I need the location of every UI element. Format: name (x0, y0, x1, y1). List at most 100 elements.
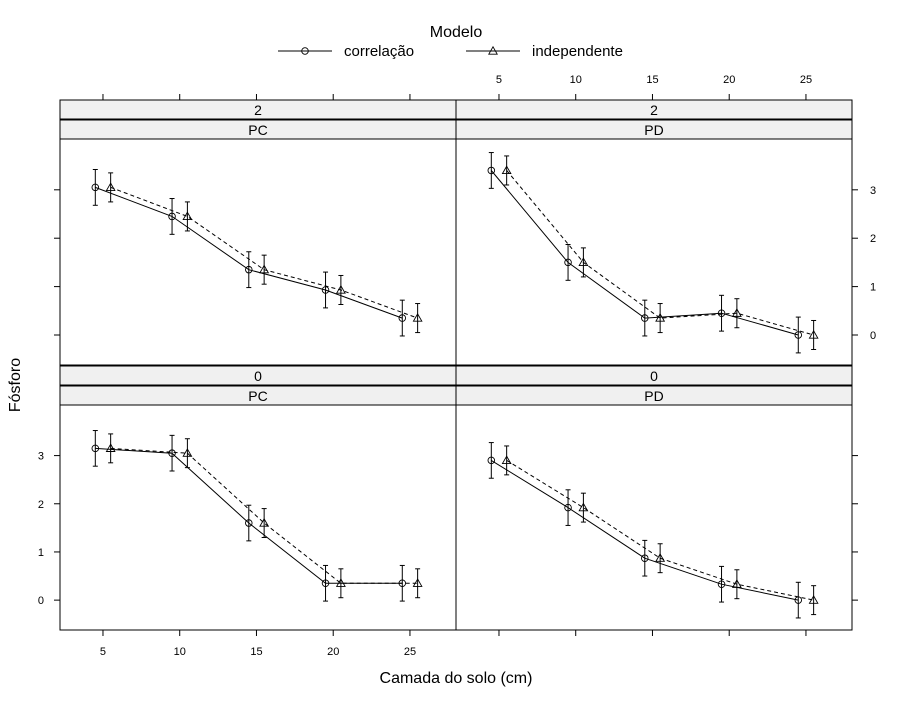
legend-title: Modelo (430, 24, 483, 41)
x-tick-label-top-0: 5 (496, 74, 502, 86)
data-point-bottom-right-1-4 (808, 595, 819, 604)
data-point-top-left-1-1 (182, 211, 193, 221)
series-bottom-left-1 (105, 433, 423, 599)
plot-frame-bottom-left (59, 404, 457, 631)
data-point-bottom-right-1-2 (655, 553, 666, 562)
data-point-bottom-left-0-3 (321, 579, 330, 588)
strip-bottom-label-top-left: PC (248, 122, 267, 138)
panels: 2 PC 2 PD 0 PC 0 PD (59, 99, 853, 631)
data-point-bottom-left-1-0 (105, 443, 116, 452)
data-point-top-right-0-3 (717, 309, 726, 317)
strip-top-label-top-right: 2 (650, 102, 658, 118)
legend: Modelo correlação independente (278, 24, 623, 60)
legend-label-1: independente (532, 43, 623, 60)
data-point-top-left-1-2 (259, 264, 270, 274)
y-tick-label-right-2: 2 (870, 233, 876, 245)
strip-bottom-label-top-right: PD (644, 122, 663, 138)
data-point-bottom-right-0-0 (487, 456, 496, 465)
x-tick-label-bottom-3: 20 (327, 646, 339, 658)
data-point-bottom-right-1-3 (731, 579, 742, 588)
plot-frame-top-right (455, 138, 853, 366)
strip-bottom-label-bottom-left: PC (248, 388, 267, 404)
plot-frame-bottom-right (455, 404, 853, 631)
strip-bottom-label-bottom-right: PD (644, 388, 663, 404)
y-tick-label-left-3: 3 (38, 451, 44, 463)
data-point-bottom-right-1-1 (578, 502, 589, 512)
strip-top-label-bottom-left: 0 (254, 368, 262, 384)
data-point-bottom-left-0-1 (168, 449, 176, 457)
x-tick-label-bottom-0: 5 (100, 646, 106, 658)
plot-frame-top-left (59, 138, 457, 366)
panel-bottom-left: 0 PC (59, 365, 457, 631)
data-point-top-left-1-3 (335, 284, 346, 294)
y-tick-label-left-2: 2 (38, 499, 44, 511)
data-point-top-right-0-4 (794, 331, 803, 339)
x-tick-label-top-1: 10 (570, 74, 582, 86)
legend-entries: correlação independente (278, 43, 623, 60)
series-line-top-right-1 (506, 170, 814, 336)
data-point-top-right-0-0 (487, 166, 496, 175)
data-point-top-left-0-4 (398, 314, 407, 322)
legend-label-0: correlação (344, 43, 414, 60)
y-tick-label-left-0: 0 (38, 595, 44, 607)
data-point-top-right-1-2 (655, 312, 666, 322)
series-bottom-left-0 (91, 430, 407, 602)
data-point-bottom-right-0-1 (564, 503, 572, 512)
data-point-top-right-1-1 (578, 257, 589, 267)
y-tick-label-right-1: 1 (870, 282, 876, 294)
data-point-bottom-left-0-0 (91, 444, 100, 453)
strip-top-bottom-right (455, 365, 853, 386)
x-tick-label-top-2: 15 (646, 74, 658, 86)
data-point-top-left-0-2 (245, 265, 253, 274)
data-point-bottom-right-1-0 (501, 455, 512, 465)
legend-entry-1: independente (466, 43, 623, 60)
data-point-bottom-right-0-2 (641, 554, 649, 562)
series-top-right-1 (501, 155, 819, 351)
data-point-top-left-0-1 (168, 212, 176, 221)
series-bottom-right-1 (501, 445, 819, 616)
series-top-left-0 (91, 168, 407, 337)
x-tick-label-bottom-4: 25 (404, 646, 416, 658)
x-axis-title: Camada do solo (cm) (380, 670, 533, 687)
panel-top-left: 2 PC (59, 99, 457, 366)
series-top-left-1 (105, 172, 423, 334)
x-tick-label-top-4: 25 (800, 74, 812, 86)
y-tick-label-left-1: 1 (38, 547, 44, 559)
data-point-top-right-0-2 (641, 314, 649, 322)
strip-top-label-bottom-right: 0 (650, 368, 658, 384)
data-point-bottom-left-0-2 (245, 519, 253, 527)
data-point-top-left-0-3 (321, 286, 330, 294)
data-point-top-right-1-0 (501, 165, 512, 175)
data-point-bottom-right-0-3 (717, 580, 726, 588)
data-point-top-left-0-0 (91, 183, 100, 192)
y-tick-label-right-3: 3 (870, 185, 876, 197)
data-point-bottom-left-1-4 (412, 578, 423, 587)
x-tick-label-bottom-2: 15 (250, 646, 262, 658)
panel-bottom-right: 0 PD (455, 365, 853, 631)
data-point-bottom-left-1-2 (259, 517, 270, 527)
strip-top-label-top-left: 2 (254, 102, 262, 118)
x-tick-label-bottom-1: 10 (174, 646, 186, 658)
x-tick-label-top-3: 20 (723, 74, 735, 86)
data-point-bottom-left-1-1 (182, 448, 193, 457)
data-point-top-left-1-4 (412, 312, 423, 322)
legend-entry-0: correlação (278, 43, 414, 60)
data-point-bottom-left-1-3 (335, 578, 346, 587)
data-point-top-right-1-3 (731, 308, 742, 317)
legend-marker-1 (488, 45, 498, 55)
data-point-top-right-1-4 (808, 329, 819, 339)
data-point-top-left-1-0 (105, 182, 116, 191)
legend-marker-0 (301, 47, 309, 55)
series-line-bottom-right-1 (506, 459, 814, 601)
series-bottom-right-0 (487, 442, 803, 619)
y-tick-label-right-0: 0 (870, 330, 876, 342)
strip-top-top-right (455, 99, 853, 120)
series-line-top-left-1 (110, 186, 418, 319)
y-axis-title: Fósforo (7, 358, 24, 412)
series-top-right-0 (487, 152, 803, 354)
series-line-bottom-left-1 (110, 447, 418, 584)
panel-top-right: 2 PD (455, 99, 853, 366)
